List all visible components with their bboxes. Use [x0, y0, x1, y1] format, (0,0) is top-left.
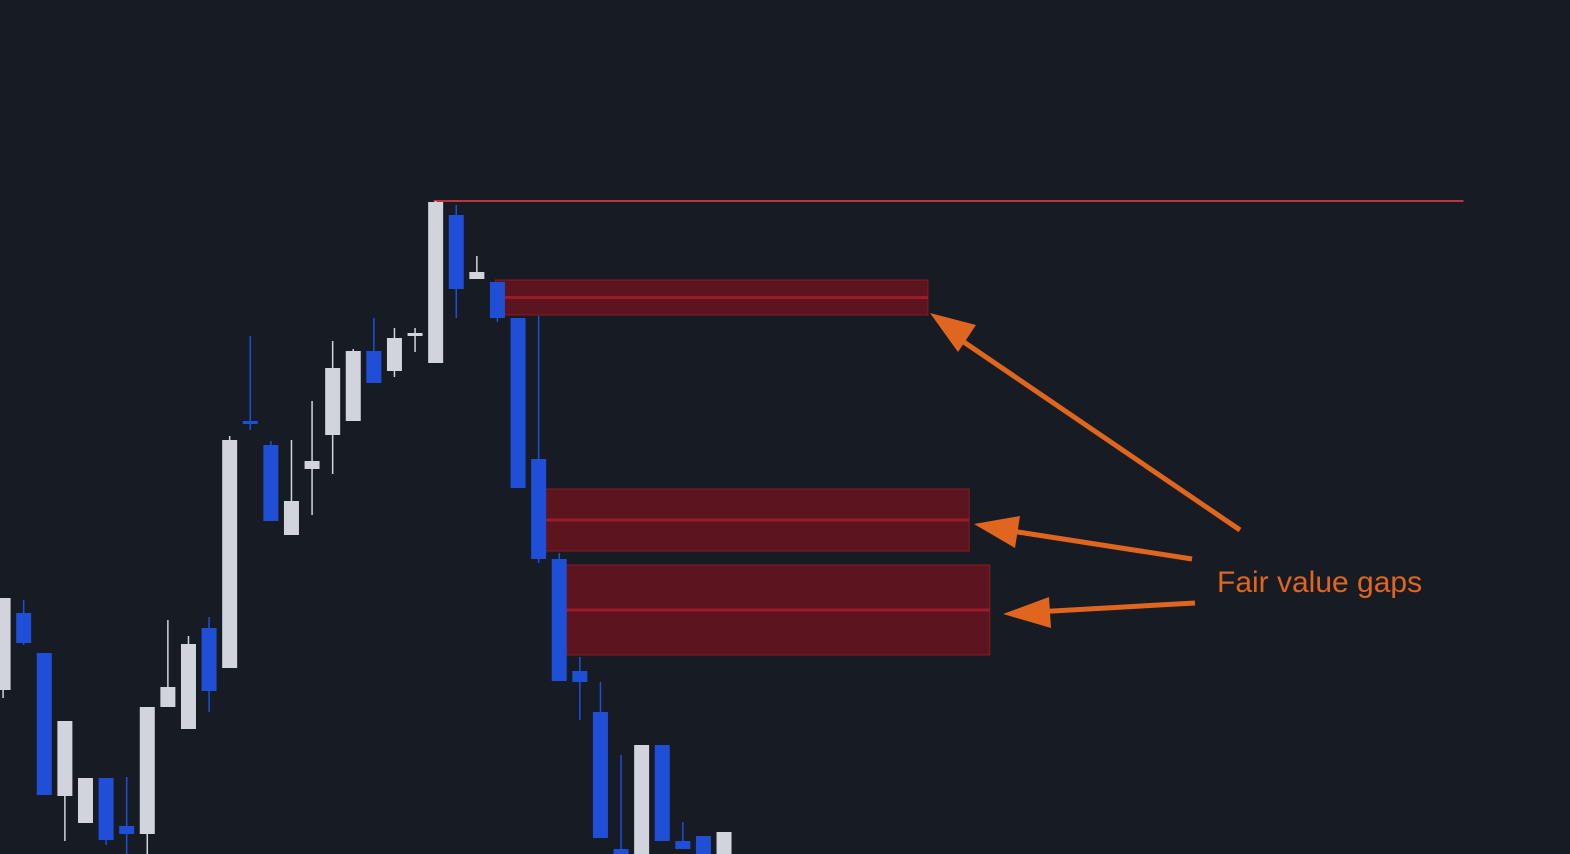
candle-body [222, 440, 238, 668]
candle-body [366, 351, 382, 383]
arrow [1034, 600, 1196, 615]
annotation: Fair value gaps [1217, 566, 1422, 599]
candle-body [263, 445, 279, 521]
candle-body [304, 461, 320, 469]
candle-body [531, 459, 547, 559]
candle-body [283, 501, 299, 535]
candle-body [695, 836, 711, 854]
candle-body [180, 644, 196, 729]
arrow-head [930, 313, 976, 352]
candle-body [16, 613, 32, 643]
candle-body [510, 318, 526, 488]
candle-body [489, 282, 505, 318]
candle-body [613, 849, 629, 854]
arrow-head [974, 516, 1020, 548]
candle-body [551, 559, 567, 681]
candle-body [36, 653, 52, 795]
candle-body [634, 745, 650, 854]
candle-body [57, 721, 73, 796]
candle-body [0, 598, 11, 690]
candle-body [242, 421, 258, 424]
candle-body [716, 832, 732, 854]
candle-body [98, 778, 114, 840]
candle-body [77, 778, 93, 823]
candle-body [448, 215, 464, 289]
candle-body [572, 671, 588, 682]
arrows [930, 313, 1242, 628]
candle-body [675, 841, 691, 849]
candle-body [345, 351, 361, 421]
arrow-head [1003, 597, 1051, 628]
candle-body [325, 368, 341, 435]
arrow [953, 333, 1242, 533]
candle-body [407, 333, 423, 336]
candle-body [469, 272, 485, 279]
candle-body [160, 687, 176, 707]
arrow [1004, 527, 1193, 562]
candle-body [139, 707, 155, 834]
candle-body [386, 338, 402, 371]
candle-body [201, 628, 217, 691]
candle-body [119, 826, 135, 834]
candle-body [592, 712, 608, 838]
candle-body [428, 202, 444, 363]
candle-body [654, 745, 670, 841]
plot [0, 200, 1464, 854]
